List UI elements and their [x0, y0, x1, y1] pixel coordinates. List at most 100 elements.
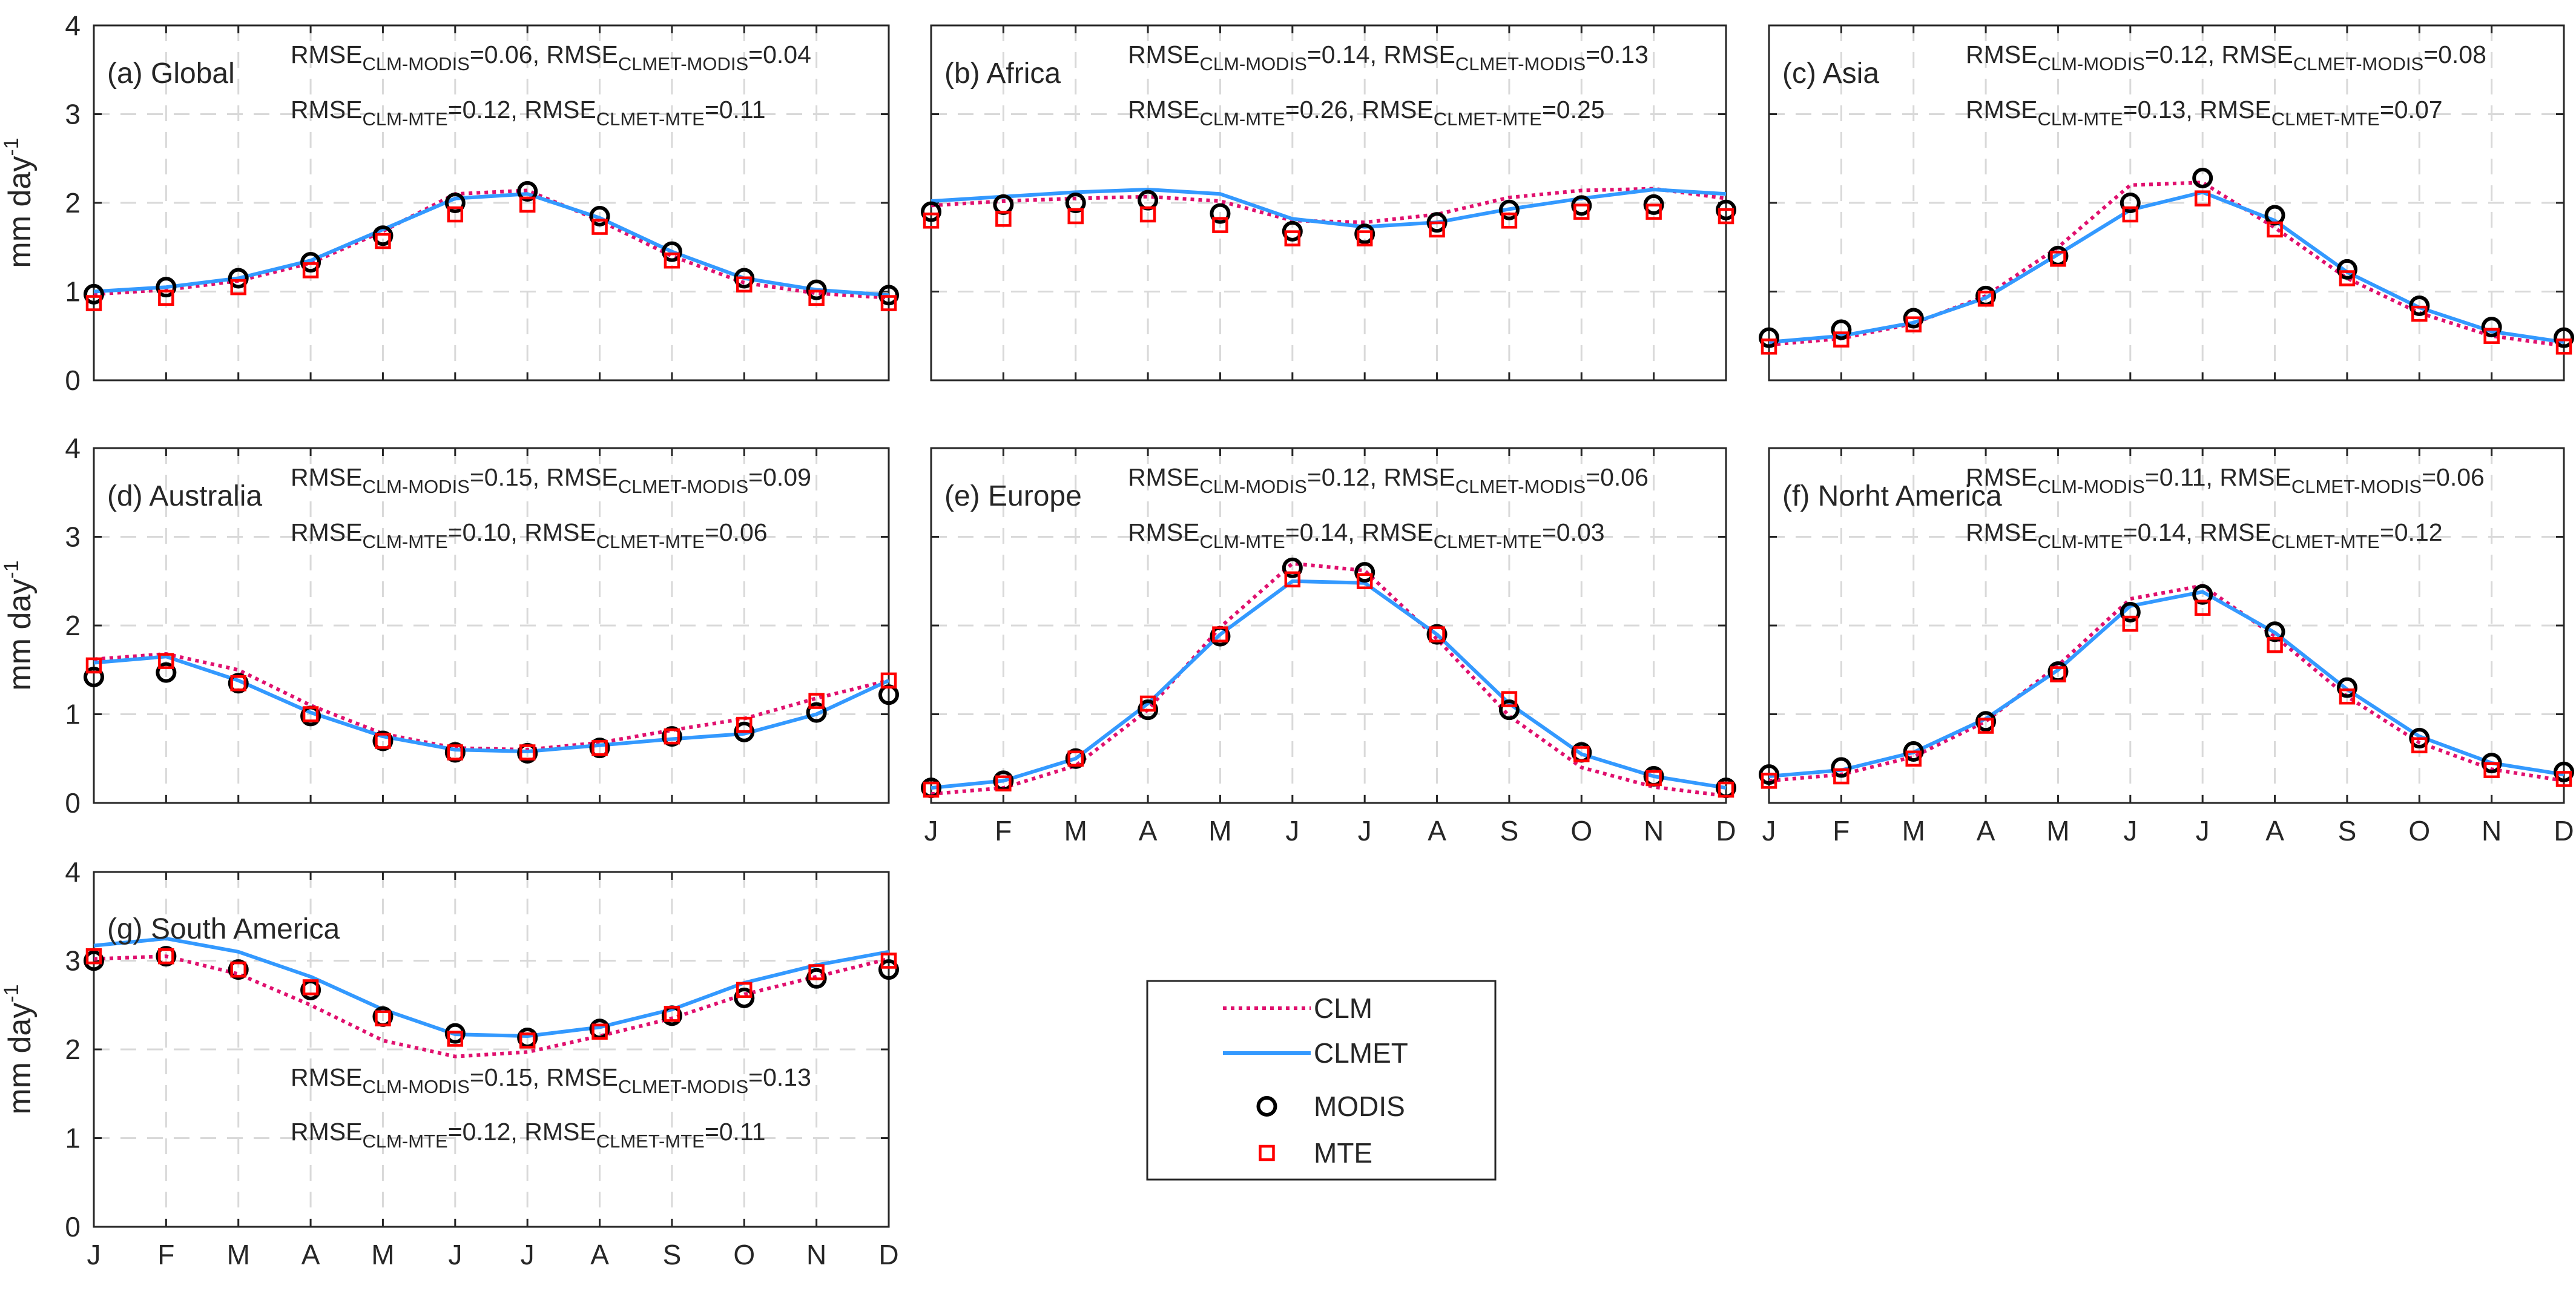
mte-point [1905, 316, 1922, 332]
rmse-value: =0.08 [2423, 41, 2486, 68]
x-tick-label: D [2554, 815, 2574, 847]
modis-point [1903, 741, 1924, 762]
mte-point [1977, 718, 1994, 734]
y-axis-label: mm day-1 [0, 560, 38, 690]
modis-point [661, 241, 682, 262]
gridlines [931, 25, 1726, 380]
mte-point [2050, 251, 2066, 267]
mte-point [375, 233, 391, 249]
rmse-value: =0.26, [1285, 96, 1362, 124]
modis-point [2481, 753, 2502, 774]
y-tick-label: 4 [65, 432, 81, 464]
rmse-value: =0.15, [470, 1063, 547, 1091]
legend-swatch [1259, 1144, 1275, 1161]
rmse-subscript: CLMET-MTE [596, 531, 705, 552]
modis-point [806, 279, 827, 300]
modis-point [1759, 764, 1779, 785]
mte-point [2267, 221, 2283, 238]
modis-point [1643, 194, 1664, 215]
tick-marks [1768, 24, 2565, 381]
rmse-subscript: CLM-MODIS [362, 53, 469, 74]
modis-point [2336, 259, 2357, 280]
mte-point [2267, 636, 2283, 653]
rmse-prefix: RMSE [1966, 518, 2037, 546]
panel-title: (e) Europe [944, 480, 1082, 512]
y-tick-label: 3 [65, 99, 81, 130]
rmse-prefix: RMSE [524, 96, 596, 124]
x-tick-label: J [87, 1239, 101, 1270]
y-tick-label: 0 [65, 365, 81, 396]
rmse-annotation: RMSECLM-MTE=0.26, RMSECLMET-MTE=0.25 [1128, 96, 1605, 130]
mte-point [736, 716, 753, 733]
mte-point [2194, 599, 2211, 616]
modis-point [517, 180, 538, 202]
mte-point [1645, 203, 1662, 220]
rmse-value: =0.10, [448, 518, 525, 546]
rmse-subscript: CLMET-MODIS [2293, 53, 2423, 74]
clmet-line [93, 192, 889, 297]
rmse-subscript: CLMET-MTE [596, 1131, 705, 1152]
rmse-value: =0.07 [2380, 96, 2443, 124]
mte-point [923, 781, 940, 798]
rmse-subscript: CLMET-MODIS [618, 476, 748, 497]
rmse-value: =0.06, [470, 41, 547, 68]
panel-5: J F M A M J J A S O N D(e) EuropeRMSECLM-MODIS=0.12… [921, 447, 1736, 847]
modis-point [2192, 584, 2213, 605]
rmse-subscript: CLMET-MODIS [1455, 53, 1586, 74]
mte-markers [85, 653, 897, 761]
y-tick-label: 0 [65, 1211, 81, 1243]
x-tick-label: M [227, 1239, 250, 1270]
rmse-annotation: RMSECLM-MODIS=0.14, RMSECLMET-MODIS=0.13 [1128, 41, 1649, 74]
mte-point [2555, 338, 2572, 355]
modis-point [2481, 317, 2502, 338]
x-tick-label: M [1208, 815, 1231, 847]
gridlines [94, 25, 889, 380]
clmet-line [931, 579, 1727, 790]
mte-point [995, 211, 1012, 227]
mte-point [880, 672, 897, 689]
modis-point [444, 193, 466, 213]
rmse-annotation: RMSECLM-MODIS=0.15, RMSECLMET-MODIS=0.09 [291, 463, 811, 497]
clmet-line [931, 188, 1727, 229]
mte-point [808, 964, 825, 980]
legend-entry-mte: MTE [1259, 1137, 1372, 1169]
mte-point [1429, 221, 1445, 238]
mte-point [519, 1032, 536, 1049]
rmse-subscript: CLM-MTE [1199, 531, 1285, 552]
rmse-prefix: RMSE [1966, 41, 2037, 68]
y-tick-label: 1 [65, 276, 81, 308]
rmse-subscript: CLM-MTE [362, 108, 447, 130]
modis-point [2264, 621, 2285, 642]
modis-point [444, 742, 466, 763]
rmse-value: =0.12, [448, 96, 525, 124]
modis-point [444, 1023, 466, 1044]
rmse-annotation: RMSECLM-MODIS=0.11, RMSECLMET-MODIS=0.06 [1966, 463, 2485, 497]
mte-point [1067, 750, 1084, 767]
x-tick-label: A [2265, 815, 2284, 847]
modis-point [228, 268, 249, 289]
legend-label: MTE [1314, 1137, 1372, 1169]
mte-point [2050, 666, 2066, 682]
rmse-subscript: CLMET-MODIS [618, 53, 748, 74]
modis-point [2336, 677, 2357, 698]
modis-point [1498, 199, 1520, 220]
x-tick-label: M [1902, 815, 1925, 847]
modis-point [1354, 562, 1375, 583]
rmse-value: =0.06 [1586, 463, 1649, 491]
panel-title: (f) Norht America [1782, 480, 2002, 512]
mte-point [808, 693, 825, 709]
rmse-subscript: CLM-MTE [2037, 531, 2123, 552]
rmse-value: =0.13 [748, 1063, 811, 1091]
x-tick-label: J [448, 1239, 462, 1270]
mte-point [1645, 770, 1662, 787]
modis-point [921, 201, 941, 222]
panel-7: 0 1 2 3 4 mm day-1 J F M A M J J A S O N D (g) South Ameri… [0, 856, 899, 1270]
mte-point [375, 733, 391, 749]
mte-point [447, 744, 464, 761]
legend-swatch [1256, 1096, 1277, 1117]
x-tick-label: O [733, 1239, 755, 1270]
mte-point [2339, 688, 2356, 705]
mte-point [1284, 230, 1301, 246]
